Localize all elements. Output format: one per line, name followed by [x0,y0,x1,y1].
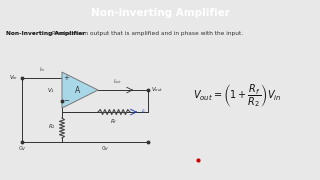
Text: : Produces an output that is amplified and in phase with the input.: : Produces an output that is amplified a… [48,31,243,36]
Text: Non-inverting Amplifier: Non-inverting Amplifier [91,8,229,18]
Text: −: − [63,98,69,104]
Text: Non-Inverting Amplifier: Non-Inverting Amplifier [6,31,85,36]
Text: +: + [63,75,69,81]
Text: Gv: Gv [19,146,25,151]
Text: $I_{out}$: $I_{out}$ [113,77,123,86]
Text: A: A [76,86,81,94]
Text: $V_{out} = \left(1 + \dfrac{R_f}{R_2}\right) V_{in}$: $V_{out} = \left(1 + \dfrac{R_f}{R_2}\ri… [193,82,281,109]
Text: $R_2$: $R_2$ [48,123,56,131]
Text: $I_{in}$: $I_{in}$ [39,65,45,74]
Text: $V_{out}$: $V_{out}$ [151,85,163,93]
Text: $V_1$: $V_1$ [47,86,55,94]
Text: $R_f$: $R_f$ [110,117,118,126]
Text: $V_{in}$: $V_{in}$ [9,73,18,82]
Text: 0v: 0v [102,146,108,151]
Text: $I_f$: $I_f$ [141,108,147,116]
Polygon shape [62,72,98,108]
